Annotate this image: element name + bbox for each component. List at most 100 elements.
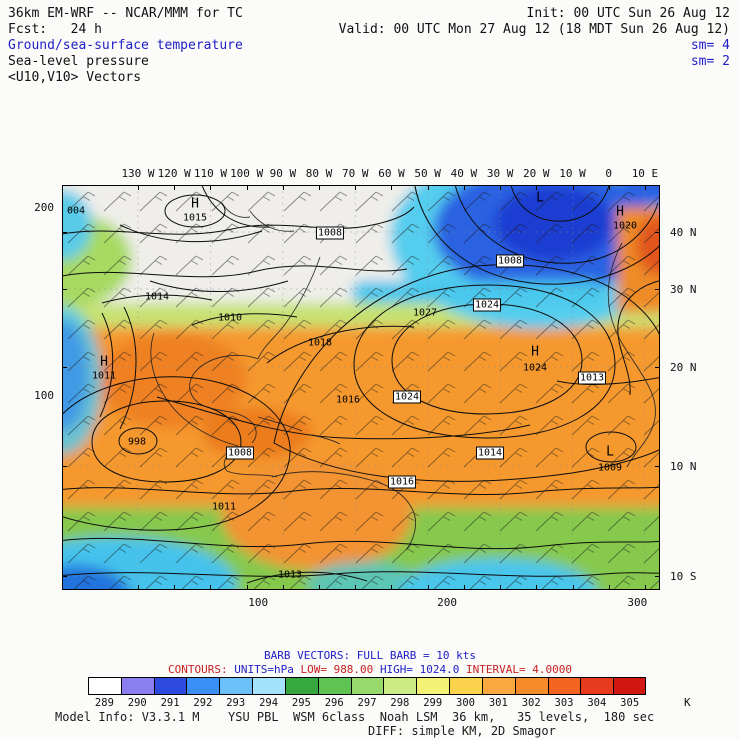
- lon-tick-mark: [319, 185, 321, 190]
- map-label-overlay: 1008 1008 004 1015 1014 1010 1018 1027 1024 1024 1…: [62, 185, 660, 590]
- colorbar-tick-label: 303: [554, 697, 574, 709]
- lon-tick-mark: [282, 185, 284, 190]
- lon-tick-label: 10 W: [559, 167, 586, 180]
- lon-tick-mark: [463, 585, 465, 590]
- contour-label: 1015: [182, 212, 208, 224]
- contour-label: 1010: [217, 312, 243, 324]
- lon-tick-label: 100 W: [230, 167, 264, 180]
- colorbar-swatch: [252, 677, 285, 695]
- lon-tick-label: 40 W: [450, 167, 478, 180]
- lon-tick-label: 80 W: [305, 167, 333, 180]
- contour-legend-segment: INTERVAL= 4.0000: [466, 663, 572, 676]
- contour-label: 1024: [472, 298, 502, 312]
- colorbar-cell-group: 289: [88, 677, 121, 709]
- contour-label: 1008: [495, 254, 525, 268]
- model-info: Model Info: V3.3.1 M: [55, 710, 200, 724]
- lat-tick-mark: [655, 289, 660, 291]
- lon-tick-label: 110 W: [193, 167, 227, 180]
- contour-label: 1018: [307, 337, 333, 349]
- colorbar-tick-label: 293: [226, 697, 246, 709]
- colorbar-swatch: [186, 677, 220, 695]
- colorbar-tick-label: 299: [423, 697, 443, 709]
- lon-tick-mark: [174, 585, 176, 590]
- lat-tick-mark: [655, 231, 660, 233]
- lon-tick-label: 20 W: [523, 167, 550, 180]
- colorbar-cell-group: 303: [547, 677, 581, 709]
- field-temperature-label: Ground/sea-surface temperature: [8, 38, 243, 53]
- weather-map-graphic: [62, 185, 660, 590]
- lon-tick-mark: [608, 585, 610, 590]
- pressure-contours: [62, 185, 660, 584]
- lat-tick-label: 10 S: [670, 569, 697, 583]
- lat-tick-mark: [655, 366, 660, 368]
- lon-tick-label: 30 W: [486, 167, 514, 180]
- lon-tick-mark: [644, 585, 646, 590]
- y-grid-tick-label: 200: [34, 200, 54, 214]
- map-frame: [62, 185, 660, 590]
- lon-tick-mark: [174, 185, 176, 190]
- contour-label: 1013: [277, 569, 303, 581]
- contour-label: 1011: [91, 370, 117, 382]
- contour-label: 1020: [612, 220, 638, 232]
- contour-label: 1016: [335, 394, 361, 406]
- colorbar-swatch: [416, 677, 450, 695]
- colorbar-swatch: [350, 677, 384, 695]
- colorbar-tick-label: 298: [390, 697, 410, 709]
- contour-legend-segment: HIGH= 1024.0: [379, 663, 467, 676]
- colorbar-swatch: [514, 677, 548, 695]
- colorbar-tick-label: 291: [160, 697, 180, 709]
- colorbar-swatch: [284, 677, 318, 695]
- colorbar-swatch: [383, 677, 417, 695]
- lat-tick-label: 10 N: [670, 460, 697, 474]
- contour-label: 1009: [597, 462, 623, 474]
- lon-tick-mark: [572, 585, 574, 590]
- field-vectors-label: <U10,V10> Vectors: [8, 70, 142, 85]
- colorbar-unit-label: K: [684, 696, 691, 709]
- colorbar-tick-label: 297: [357, 697, 377, 709]
- lon-tick-mark: [427, 585, 429, 590]
- pressure-center-marker: H: [191, 196, 199, 212]
- lon-tick-mark: [572, 185, 574, 190]
- model-title: 36km EM-WRF -- NCAR/MMM for TC: [8, 6, 243, 21]
- colorbar-swatch: [481, 677, 515, 695]
- colorbar-swatch: [317, 677, 351, 695]
- physics-info: YSU PBL WSM 6class Noah LSM 36 km, 35 le…: [228, 710, 655, 724]
- colorbar-cell-group: 299: [416, 677, 450, 709]
- colorbar-tick-label: 289: [94, 697, 114, 709]
- colorbar-tick-label: 304: [587, 697, 607, 709]
- lon-tick-mark: [355, 185, 357, 190]
- wind-barb-field: [62, 185, 660, 590]
- x-grid-tick-label: 300: [627, 596, 648, 609]
- x-grid-tick-label: 200: [437, 596, 458, 609]
- valid-time: Valid: 00 UTC Mon 27 Aug 12 (18 MDT Sun …: [338, 22, 730, 37]
- colorbar-cell-group: 300: [449, 677, 482, 709]
- colorbar-swatch: [580, 677, 614, 695]
- lon-tick-mark: [536, 585, 538, 590]
- field-pressure-label: Sea-level pressure: [8, 54, 149, 69]
- colorbar-cell-group: 295: [284, 677, 318, 709]
- lon-tick-label: 120 W: [157, 167, 191, 180]
- diffusion-info: DIFF: simple KM, 2D Smagor: [368, 724, 556, 738]
- colorbar-cell-group: 301: [481, 677, 515, 709]
- lon-tick-mark: [138, 185, 139, 190]
- lat-tick-mark: [655, 575, 660, 577]
- lon-tick-mark: [500, 585, 502, 590]
- lon-tick-mark: [644, 185, 646, 190]
- lat-tick-mark: [655, 466, 660, 468]
- contour-legend-segment: CONTOURS:: [167, 663, 235, 676]
- colorbar-tick-label: 296: [324, 697, 344, 709]
- y-grid-tick-label: 100: [34, 389, 54, 403]
- lat-tick-mark: [62, 466, 67, 468]
- lon-tick-label: 60 W: [378, 167, 405, 180]
- lon-tick-mark: [210, 185, 212, 190]
- x-grid-axis: 100 200 300: [62, 596, 660, 610]
- contour-legend-segment: LOW= 988.00: [300, 663, 380, 676]
- colorbar-swatch: [88, 677, 121, 695]
- lon-tick-label: 10 E: [631, 167, 659, 180]
- colorbar-cell-group: 304: [580, 677, 614, 709]
- colorbar-tick-label: 301: [488, 697, 508, 709]
- colorbar-tick-label: 294: [259, 697, 279, 709]
- lat-tick-mark: [62, 289, 67, 291]
- longitude-axis: 130 W 120 W 110 W 100 W 90 W 80 W 70 W 60 W 50 W…: [62, 167, 660, 181]
